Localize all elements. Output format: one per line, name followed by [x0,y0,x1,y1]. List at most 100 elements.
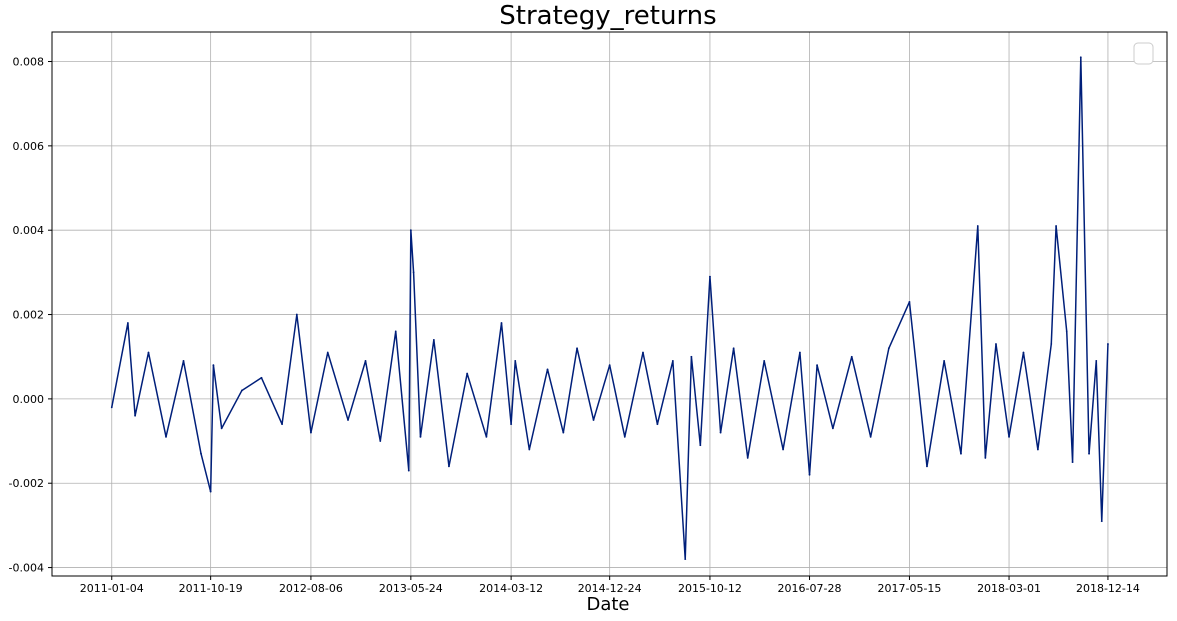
data-point [1036,448,1039,451]
x-tick-label: 2013-05-24 [379,582,443,595]
y-tick-label: 0.002 [13,309,45,322]
data-point [379,440,382,442]
data-point [908,300,911,303]
axes [48,31,1168,580]
data-point [394,330,397,333]
data-point [165,435,167,438]
data-point [485,435,488,438]
data-point [260,376,263,379]
y-tick-label: 0.006 [13,140,45,153]
series-layer [110,56,1109,561]
data-point [623,435,626,438]
data-point [850,355,853,358]
data-point [134,414,137,417]
data-point [347,419,349,421]
data-point [295,313,298,316]
data-point [732,347,735,350]
data-point [684,558,687,561]
data-point [412,271,415,274]
data-point [1050,343,1053,345]
data-point [432,338,435,341]
data-point [409,229,412,232]
data-point [200,452,202,455]
data-point [576,347,578,350]
data-point [995,343,997,345]
data-point [656,423,659,426]
data-point [1079,56,1082,59]
data-point [869,435,872,438]
data-point [709,275,711,278]
data-point [310,431,312,434]
data-point [1071,461,1074,464]
data-point [1088,452,1090,455]
data-point [209,490,212,493]
data-point [126,322,129,324]
x-tick-label: 2014-03-12 [479,582,543,595]
data-point [528,448,531,451]
data-point [182,360,185,362]
data-point [782,448,784,451]
data-point [1095,360,1098,362]
data-point [500,322,503,324]
data-point [831,427,834,430]
data-point [887,347,890,350]
x-tick-label: 2018-12-14 [1076,582,1140,595]
data-point [212,364,215,367]
data-point [808,473,811,476]
data-point [562,431,565,434]
data-point [448,465,450,468]
data-point [1107,343,1109,345]
x-tick-label: 2011-10-19 [179,582,243,595]
x-tick-label: 2012-08-06 [279,582,343,595]
data-point [510,423,513,426]
data-point [407,469,410,472]
data-point [1022,351,1025,354]
y-tick-label: -0.002 [9,477,44,490]
data-point [220,427,223,430]
data-point [281,423,283,426]
data-point [1008,435,1010,438]
data-point [110,406,113,409]
data-point [608,364,611,367]
y-tick-label: 0.000 [13,393,45,406]
data-point [1100,520,1103,523]
y-tick-label: 0.008 [13,56,45,69]
data-point [147,351,150,354]
data-point [1065,330,1068,333]
data-point [326,351,329,354]
plot-frame [51,31,1168,577]
x-tick-label: 2015-10-12 [678,582,742,595]
data-point [364,360,367,362]
data-point [419,435,422,438]
data-point [984,457,987,459]
data-point [976,225,979,227]
data-point [960,452,962,455]
x-tick-label: 2018-03-01 [977,582,1041,595]
data-point [642,351,644,354]
data-point [240,389,243,392]
y-tick-label: 0.004 [13,224,45,237]
x-tick-label: 2011-01-04 [80,582,144,595]
grid-lines [52,32,1167,576]
tick-labels: 2011-01-04 2011-10-19 2012-08-06 2013-05-24… [9,56,1140,595]
data-point [1055,225,1057,227]
data-point [943,360,946,362]
series-line-0 [111,56,1109,560]
data-point [763,360,766,362]
data-point [719,431,722,434]
data-point [699,444,702,447]
x-axis-label: Date [586,594,629,615]
x-tick-label: 2016-07-28 [778,582,842,595]
y-tick-label: -0.004 [9,562,44,575]
legend-box [1133,42,1154,65]
data-point [592,419,595,421]
data-point [690,355,693,358]
x-tick-label: 2017-05-15 [877,582,941,595]
data-point [514,360,517,362]
data-point [671,360,674,362]
x-tick-label: 2014-12-24 [578,582,642,595]
data-point [926,465,928,468]
data-point [816,364,818,367]
